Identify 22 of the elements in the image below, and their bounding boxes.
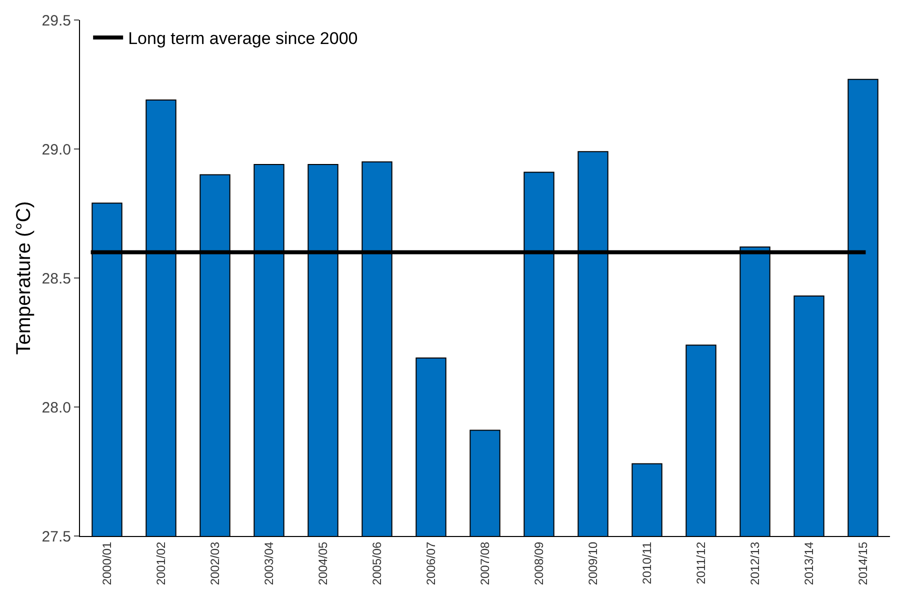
x-tick-label: 2013/14 — [802, 541, 816, 586]
x-tick-label: 2004/05 — [316, 541, 330, 586]
x-tick-label: 2002/03 — [208, 541, 222, 586]
x-tick-label: 2010/11 — [640, 541, 654, 584]
x-tick-label: 2014/15 — [856, 541, 870, 586]
y-tick-label: 27.5 — [42, 528, 71, 546]
x-tick-label: 2006/07 — [424, 541, 438, 586]
x-tick-label: 2012/13 — [748, 541, 762, 586]
x-tick-label: 2011/12 — [694, 541, 708, 584]
y-axis-title: Temperature (°C) — [13, 201, 35, 355]
x-tick-label: 2007/08 — [478, 541, 492, 586]
x-tick-label: 2009/10 — [586, 541, 600, 586]
x-tick-label: 2008/09 — [532, 541, 546, 586]
x-tick-label: 2000/01 — [100, 541, 114, 586]
y-tick-label: 29.0 — [42, 141, 71, 158]
x-tick-label: 2005/06 — [370, 541, 384, 586]
y-tick-label: 29.5 — [42, 12, 71, 30]
x-tick-label: 2003/04 — [262, 541, 276, 586]
x-tick-label: 2001/02 — [154, 541, 168, 586]
y-tick-label: 28.0 — [42, 399, 71, 416]
y-tick-label: 28.5 — [42, 270, 71, 288]
legend-label: Long term average since 2000 — [128, 29, 358, 48]
